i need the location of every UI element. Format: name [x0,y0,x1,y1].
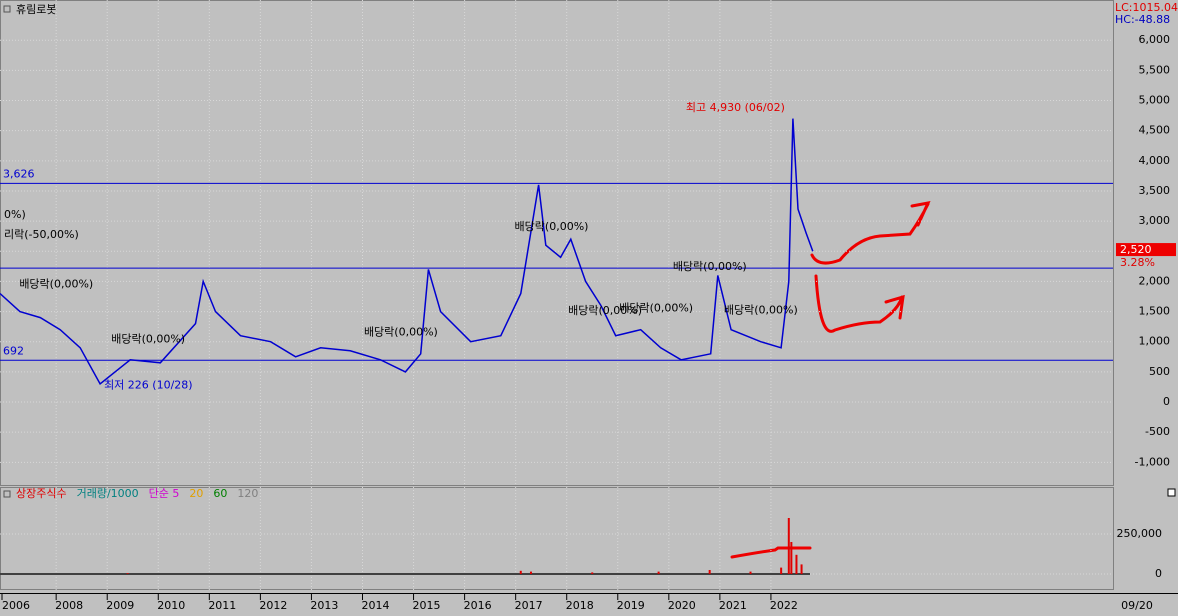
annotation: 0%) [4,208,26,221]
y-tick-label: 6,000 [1139,33,1171,46]
annotation: 배당락(0,00%) [673,260,747,273]
last-price-label: 2,520 [1120,243,1152,256]
y-tick-label: 250,000 [1117,527,1163,540]
y-tick-label: 3,500 [1139,184,1171,197]
y-tick-label: -1,000 [1135,455,1170,468]
hc-label: HC:-48.88 [1115,13,1170,26]
y-tick-label: 2,000 [1139,274,1171,287]
y-tick-label: -500 [1145,425,1170,438]
lc-label: LC:1015.04 [1115,1,1178,14]
volume-bar [795,554,798,574]
legend-entry: 20 [189,487,203,500]
y-tick-label: 4,000 [1139,154,1171,167]
price-frame [0,0,1114,486]
volume-bar [749,571,752,574]
legend-entry: 120 [237,487,258,500]
volume-bar [787,518,790,574]
legend-entry: 단순 5 [149,487,180,500]
y-tick-label: 5,000 [1139,94,1171,107]
icon [3,490,11,498]
x-tick-label: 2008 [55,599,83,612]
legend-entry: 거래량/1000 [77,487,139,500]
annotation: 리락(-50,00%) [4,228,79,241]
x-tick-label: 2013 [310,599,338,612]
annotation: 배당락(0,00%) [568,304,642,317]
x-tick-label: 2022 [770,599,798,612]
annotation: 배당락(0,00%) [619,302,693,315]
legend-entry: 60 [213,487,227,500]
x-tick-label: 2017 [515,599,543,612]
last-price-box [1116,243,1176,257]
y-tick-label: 5,500 [1139,63,1171,76]
x-tick-label: 2006 [2,599,30,612]
annotation: 배당락(0,00%) [515,220,589,233]
legend-entry: 상장주식수 [16,487,67,500]
hand-drawing [730,200,931,559]
x-tick-label: 2012 [259,599,287,612]
y-tick-label: 0 [1163,395,1170,408]
annotation: 배당락(0,00%) [19,277,93,290]
y-tick-label: 3,000 [1139,214,1171,227]
volume-bar [780,567,783,574]
volume-bar [657,571,660,574]
volume-bar [519,570,522,574]
stock-name: 휴림로봇 [16,3,56,16]
annotation: 최저 226 (10/28) [104,379,193,392]
volume-bar [126,573,129,574]
x-tick-label: 2014 [361,599,389,612]
change-label: 3.28% [1120,256,1155,269]
y-tick-label: 1,000 [1139,335,1171,348]
price-line [0,118,814,386]
annotation: 배당락(0,00%) [111,332,185,345]
annotation: 최고 4,930 (06/02) [686,101,785,114]
volume-bar [591,572,594,574]
volume-bar [529,571,532,574]
icon [3,5,11,13]
close-button[interactable] [1167,488,1176,497]
annotation: 배당락(0,00%) [364,326,438,339]
x-tick-label: 2021 [719,599,747,612]
reference-label: 692 [3,344,24,357]
volume-bar [708,570,711,574]
x-end-label: 09/20 [1121,599,1153,612]
y-tick-label: 0 [1155,567,1162,580]
y-tick-label: 1,500 [1139,305,1171,318]
y-tick-label: 4,500 [1139,124,1171,137]
x-tick-label: 2015 [413,599,441,612]
x-tick-label: 2011 [208,599,236,612]
y-tick-label: 500 [1149,365,1170,378]
x-tick-label: 2018 [566,599,594,612]
reference-label: 3,626 [3,167,35,180]
volume-bar [800,564,803,574]
volume-frame [0,487,1114,590]
x-tick-label: 2016 [464,599,492,612]
volume-bar [790,542,793,574]
x-tick-label: 2010 [157,599,185,612]
x-tick-label: 2019 [617,599,645,612]
x-tick-label: 2009 [106,599,134,612]
x-tick-label: 2020 [668,599,696,612]
annotation: 배당락(0,00%) [724,303,798,316]
